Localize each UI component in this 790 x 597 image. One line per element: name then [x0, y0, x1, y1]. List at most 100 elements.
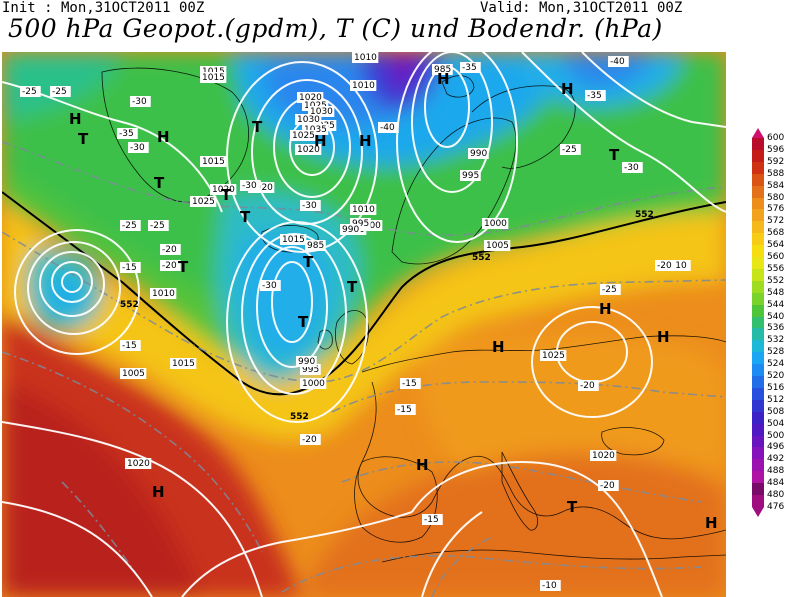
isobar-label-bg [170, 358, 197, 369]
isobar-label-bg [248, 182, 275, 193]
isobar-label: 985 [307, 241, 324, 251]
legend-level-label: 552 [767, 275, 785, 286]
low-pressure-symbol: T [298, 313, 309, 331]
isobar-label-bg [302, 100, 329, 111]
legend-level-label: 560 [767, 252, 785, 263]
isobar-label: 995 [462, 171, 479, 181]
high-pressure-symbol: H [359, 132, 372, 150]
legend-level-label: 568 [767, 228, 785, 239]
high-pressure-symbol: H [157, 128, 170, 146]
legend-color-box [752, 257, 764, 270]
isobar-label-bg [350, 80, 377, 91]
legend-level-label: 592 [767, 156, 785, 167]
isotherm-label-bg [598, 480, 619, 491]
legend-color-box [752, 328, 764, 341]
isobar-label-bg [300, 378, 327, 389]
isotherm-label-bg [260, 280, 281, 291]
legend-level-label: 532 [767, 335, 785, 346]
isotherm-label: -25 [22, 87, 37, 97]
isobar-label: 1010 [354, 53, 377, 63]
isobar-label-bg [305, 240, 326, 251]
isotherm-label: -35 [587, 91, 602, 101]
low-pressure-symbol: T [567, 498, 578, 516]
isotherm-label: -20 [657, 261, 672, 271]
isotherm-label-bg [600, 284, 621, 295]
legend-level-label: 492 [767, 454, 785, 465]
isotherm-label-bg [400, 378, 421, 389]
isotherm-label-bg [300, 434, 321, 445]
legend-color-box [752, 387, 764, 400]
legend-color-box [752, 435, 764, 448]
legend-color-box [752, 376, 764, 389]
isobar-label-bg [340, 224, 361, 235]
isotherm-label-bg [120, 340, 141, 351]
high-pressure-symbol: H [561, 80, 574, 98]
valid-time-label: Valid: Mon,31OCT2011 00Z [480, 0, 683, 16]
isobar-label-bg [297, 92, 324, 103]
isotherm-label: -30 [242, 181, 257, 191]
low-pressure-symbol: T [178, 258, 189, 276]
high-pressure-symbol: H [314, 132, 327, 150]
isobar-label-bg [280, 234, 307, 245]
high-pressure-symbol: H [437, 70, 450, 88]
legend-level-label: 476 [767, 502, 785, 512]
isobar-label-bg [302, 124, 329, 135]
isotherm-label: -25 [150, 221, 165, 231]
isotherm-label: -20 [302, 435, 317, 445]
isobar-label-bg [150, 288, 177, 299]
legend-color-box [752, 423, 764, 436]
isobar-label: 990 [470, 149, 487, 159]
isobar-label-bg [200, 66, 227, 77]
isobar-label: 1020 [250, 183, 273, 193]
isotherm-label-bg [120, 262, 141, 273]
isobar-label: 1000 [302, 379, 325, 389]
legend-level-label: 528 [767, 347, 785, 358]
isobar-label-bg [125, 458, 152, 469]
isobar-label: 1010 [352, 205, 375, 215]
isobar-label-bg [590, 450, 617, 461]
legend-color-box [752, 197, 764, 210]
isobar-label: 1020 [212, 185, 235, 195]
isotherm-label-bg [160, 260, 181, 271]
isobar-label-bg [190, 196, 217, 207]
isotherm-label: -25 [562, 145, 577, 155]
legend-color-box [752, 447, 764, 460]
legend-top-arrow [752, 128, 764, 138]
isotherm-label-bg [378, 122, 399, 133]
legend-color-box [752, 209, 764, 222]
isotherm-label: -15 [122, 341, 137, 351]
isotherm-label: -40 [610, 57, 625, 67]
legend-color-box [752, 459, 764, 472]
isobar-label-bg [468, 148, 489, 159]
isobar-label: 1020 [297, 145, 320, 155]
legend-level-label: 548 [767, 287, 785, 298]
isobar-label: 1030 [310, 107, 333, 117]
isotherm-label-bg [148, 220, 169, 231]
isotherm-label: -15 [402, 379, 417, 389]
isotherm-label: -15 [424, 515, 439, 525]
legend-color-box [752, 304, 764, 317]
isobar-label: 1005 [486, 241, 509, 251]
legend-color-box [752, 292, 764, 305]
isobar-label: 990 [342, 225, 359, 235]
isobar-label: 1025 [542, 351, 565, 361]
isobar-label-bg [460, 170, 481, 181]
isobar-label: 1020 [299, 93, 322, 103]
isotherm-label-bg [655, 260, 676, 271]
isotherm-label: -35 [462, 63, 477, 73]
isobar-label-bg [432, 64, 453, 75]
high-pressure-symbol: H [416, 456, 429, 474]
isobar-label: 1010 [352, 81, 375, 91]
isobar-label-bg [200, 156, 227, 167]
isotherm-label-bg [608, 56, 629, 67]
isotherm-label-bg [585, 90, 606, 101]
low-pressure-symbol: T [78, 130, 89, 148]
isotherm-label: -30 [130, 143, 145, 153]
isotherm-label: -20 [600, 481, 615, 491]
legend-color-box [752, 138, 764, 150]
legend-color-box [752, 221, 764, 234]
isotherm-label: -25 [52, 87, 67, 97]
legend-level-label: 504 [767, 418, 785, 429]
isobar-label-bg [210, 184, 237, 195]
legend-color-box [752, 364, 764, 377]
